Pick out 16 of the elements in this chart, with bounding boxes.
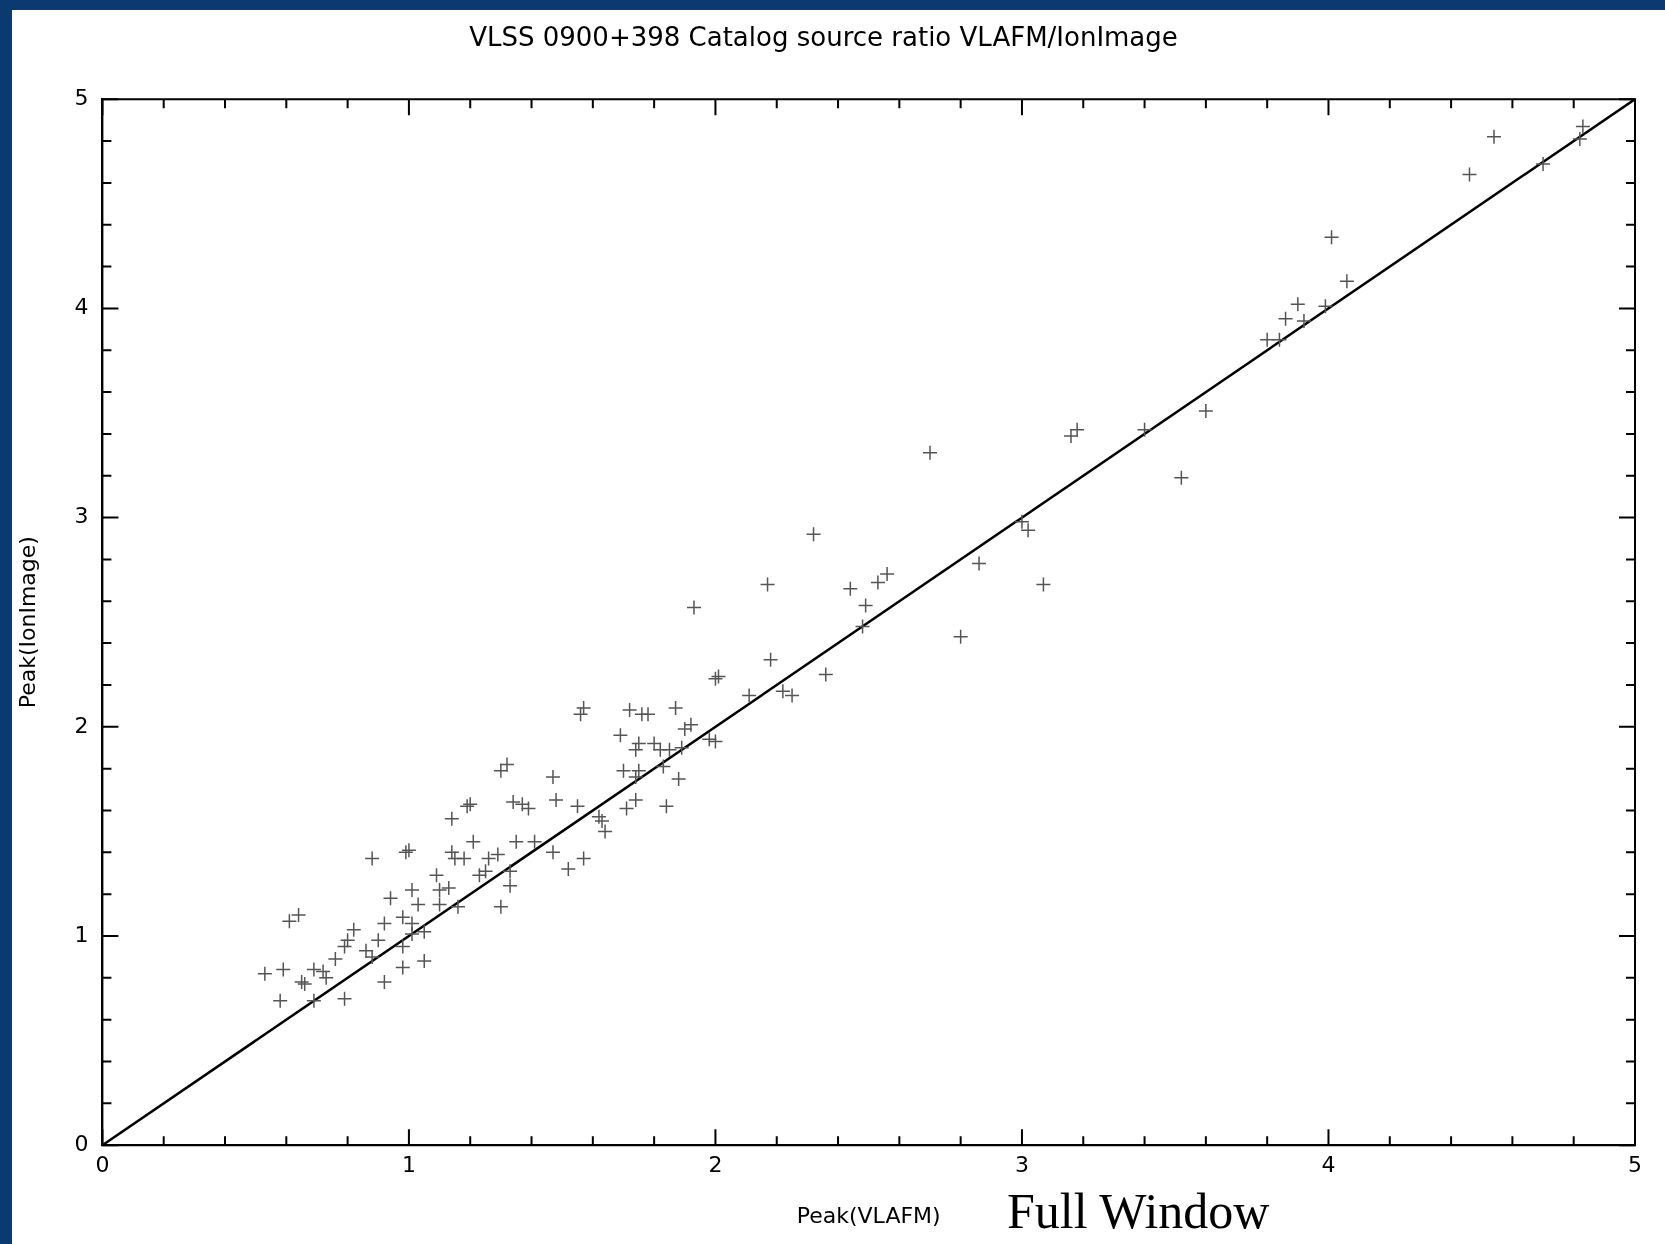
y-tick-label: 4	[74, 294, 89, 320]
y-tick-label: 2	[74, 712, 89, 738]
x-tick-label: 3	[1014, 1152, 1029, 1178]
text: Full Window	[1007, 1183, 1270, 1240]
x-tick-label: 1	[401, 1152, 416, 1178]
y-tick-label: 0	[74, 1130, 89, 1156]
x-tick-label: 4	[1321, 1152, 1336, 1178]
y-tick-label: 1	[74, 921, 89, 947]
chart-title: VLSS 0900+398 Catalog source ratio VLAFM/IonImage	[469, 22, 1178, 53]
y-axis-title: Peak(IonImage)	[14, 536, 40, 709]
y-tick-label: 5	[74, 84, 89, 110]
x-axis-title: Peak(VLAFM)	[796, 1202, 941, 1228]
x-tick-label: 0	[95, 1152, 110, 1178]
x-tick-label: 5	[1628, 1152, 1642, 1178]
x-tick-label: 2	[708, 1152, 723, 1178]
y-tick-label: 3	[74, 503, 89, 529]
